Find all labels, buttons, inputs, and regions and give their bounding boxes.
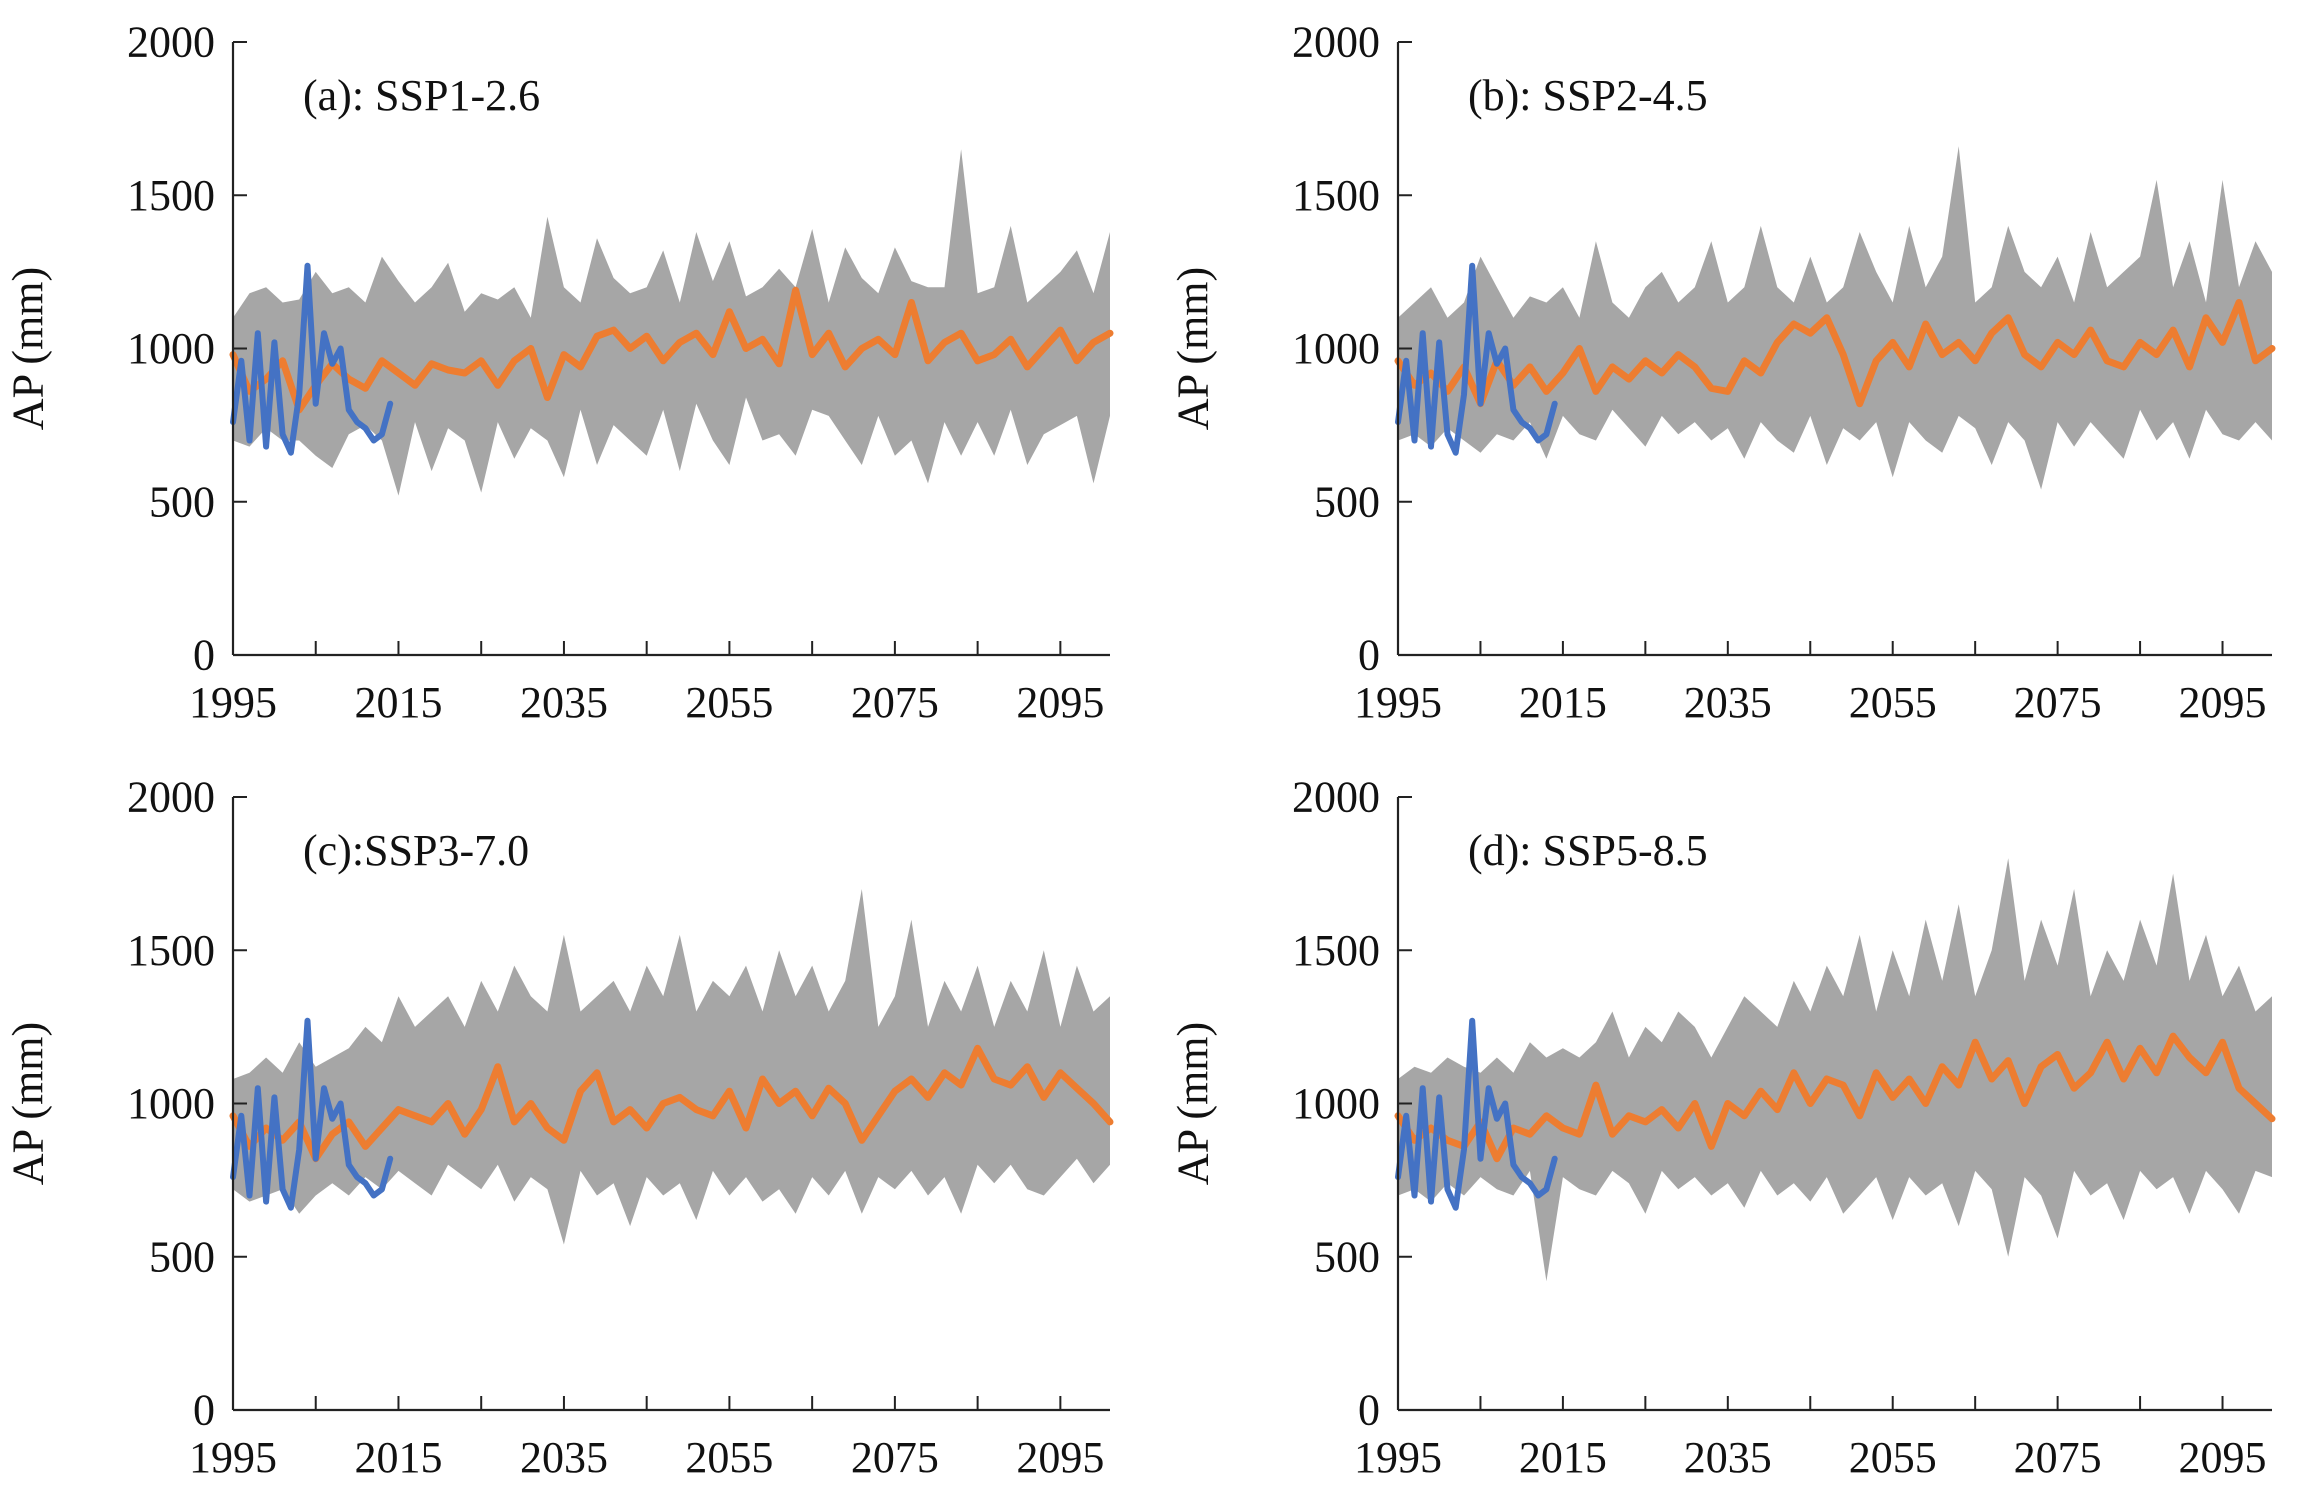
observed-series-line-b — [1395, 262, 1558, 456]
x-tick-label-a-1995: 1995 — [189, 678, 277, 727]
x-tick-label-c-2055: 2055 — [685, 1433, 773, 1482]
observed-series-line-a — [230, 262, 394, 456]
panel-title-d: (d): SSP5-8.5 — [1468, 826, 1708, 875]
y-tick-label-c-1500: 1500 — [127, 926, 215, 975]
x-tick-label-a-2015: 2015 — [354, 678, 442, 727]
x-tick-label-b-2095: 2095 — [2179, 678, 2267, 727]
y-axis-label-a: AP (mm) — [4, 267, 53, 430]
y-tick-label-c-1000: 1000 — [127, 1079, 215, 1128]
y-tick-label-c-0: 0 — [193, 1386, 215, 1435]
panel-c: 0 500 1000 1500 2000 1995 2015 2035 2055 2075 2095… — [4, 773, 1114, 1482]
observed-series-line-d — [1395, 1017, 1558, 1211]
y-tick-label-d-1500: 1500 — [1292, 926, 1380, 975]
x-tick-label-b-2075: 2075 — [2014, 678, 2102, 727]
y-tick-label-a-500: 500 — [149, 477, 215, 526]
y-tick-label-b-1000: 1000 — [1292, 324, 1380, 373]
y-tick-label-d-2000: 2000 — [1292, 773, 1380, 822]
x-tick-label-a-2095: 2095 — [1016, 678, 1104, 727]
y-tick-label-a-2000: 2000 — [127, 18, 215, 67]
ensemble-range-band-d — [1398, 858, 2272, 1282]
x-tick-label-b-2055: 2055 — [1849, 678, 1937, 727]
x-tick-label-b-2035: 2035 — [1684, 678, 1772, 727]
y-tick-label-b-1500: 1500 — [1292, 171, 1380, 220]
x-tick-label-c-2075: 2075 — [851, 1433, 939, 1482]
x-tick-label-b-2015: 2015 — [1519, 678, 1607, 727]
y-tick-label-a-0: 0 — [193, 631, 215, 680]
x-tick-label-d-2075: 2075 — [2014, 1433, 2102, 1482]
observed-series-line-c — [230, 1017, 394, 1211]
ensemble-mean-series-line-d — [1394, 1032, 2276, 1163]
x-tick-label-d-2035: 2035 — [1684, 1433, 1772, 1482]
x-tick-label-c-2035: 2035 — [520, 1433, 608, 1482]
y-tick-label-a-1000: 1000 — [127, 324, 215, 373]
x-tick-label-c-2015: 2015 — [354, 1433, 442, 1482]
panel-d: 0 500 1000 1500 2000 1995 2015 2035 2055 2075 2095… — [1169, 773, 2276, 1482]
panel-title-a: (a): SSP1-2.6 — [303, 71, 540, 120]
x-tick-label-d-2095: 2095 — [2179, 1433, 2267, 1482]
x-tick-label-a-2075: 2075 — [851, 678, 939, 727]
x-tick-label-d-2015: 2015 — [1519, 1433, 1607, 1482]
y-tick-label-c-500: 500 — [149, 1232, 215, 1281]
panel-title-c: (c):SSP3-7.0 — [303, 826, 529, 875]
panel-b: 0 500 1000 1500 2000 1995 2015 2035 2055 2075 2095… — [1169, 18, 2276, 727]
ensemble-mean-series-line-c — [229, 1044, 1114, 1163]
y-tick-label-a-1500: 1500 — [127, 171, 215, 220]
y-tick-label-d-1000: 1000 — [1292, 1079, 1380, 1128]
ensemble-range-band-b — [1398, 146, 2272, 490]
ensemble-mean-series-line-b — [1394, 299, 2276, 408]
x-tick-label-c-2095: 2095 — [1016, 1433, 1104, 1482]
x-tick-label-a-2055: 2055 — [685, 678, 773, 727]
panel-title-b: (b): SSP2-4.5 — [1468, 71, 1708, 120]
ensemble-range-band-a — [233, 149, 1110, 496]
ensemble-mean-series-line-a — [229, 286, 1114, 414]
y-tick-label-b-500: 500 — [1314, 477, 1380, 526]
y-tick-label-c-2000: 2000 — [127, 773, 215, 822]
y-tick-label-b-2000: 2000 — [1292, 18, 1380, 67]
y-axis-label-d: AP (mm) — [1169, 1022, 1218, 1185]
y-tick-label-b-0: 0 — [1358, 631, 1380, 680]
y-tick-label-d-0: 0 — [1358, 1386, 1380, 1435]
x-tick-label-c-1995: 1995 — [189, 1433, 277, 1482]
x-tick-label-d-2055: 2055 — [1849, 1433, 1937, 1482]
panel-a: 0 500 1000 1500 2000 1995 2015 2035 2055 2075 2095… — [4, 18, 1114, 727]
x-tick-label-b-1995: 1995 — [1354, 678, 1442, 727]
y-axis-label-c: AP (mm) — [4, 1022, 53, 1185]
x-tick-label-d-1995: 1995 — [1354, 1433, 1442, 1482]
x-tick-label-a-2035: 2035 — [520, 678, 608, 727]
ensemble-range-band-c — [233, 889, 1110, 1245]
y-axis-label-b: AP (mm) — [1169, 267, 1218, 430]
y-tick-label-d-500: 500 — [1314, 1232, 1380, 1281]
